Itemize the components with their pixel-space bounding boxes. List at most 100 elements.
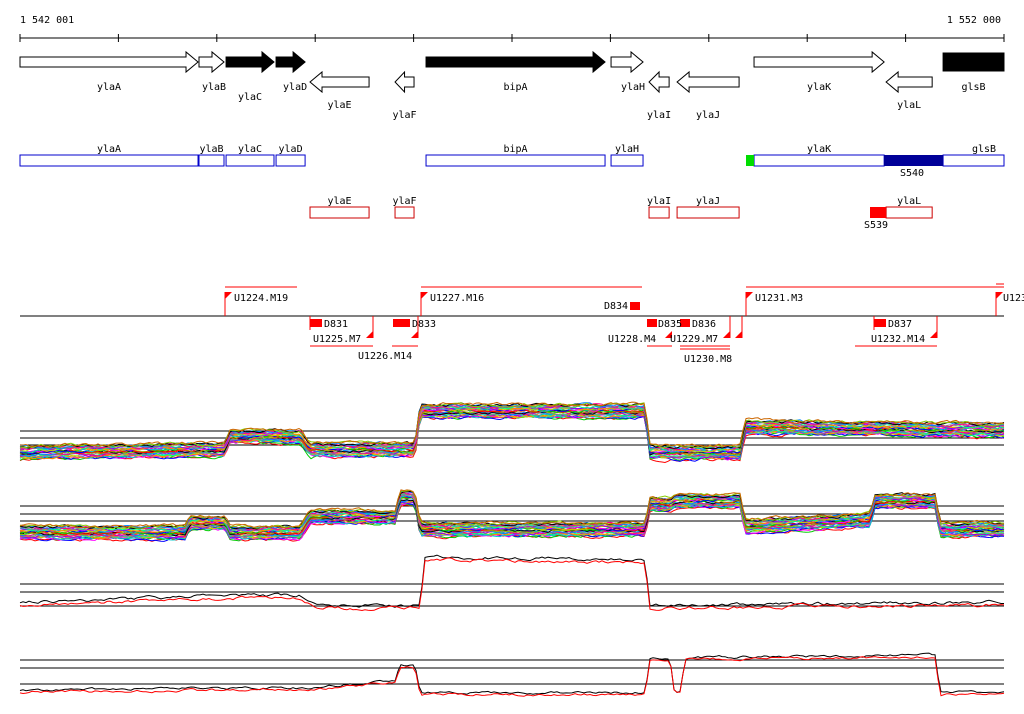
segment-d834[interactable]: D834 (604, 301, 628, 312)
segment-u123x[interactable]: U123 (1003, 293, 1024, 304)
gene-box-ylaJ[interactable] (676, 206, 740, 219)
gene-label: ylaD (283, 82, 307, 93)
expression-trace (19, 401, 1005, 448)
panel-3 (19, 554, 1005, 612)
s539-feature[interactable] (870, 207, 886, 218)
gene-box-ylaF[interactable] (394, 206, 415, 219)
segment-u1226[interactable]: U1226.M14 (358, 351, 412, 362)
gene-box-label: ylaE (327, 196, 351, 207)
gene-box-label: ylaK (807, 144, 831, 155)
gene-label: ylaJ (696, 110, 720, 121)
gene-box-label: ylaI (647, 196, 671, 207)
gene-label: ylaL (897, 100, 921, 111)
gene-box-ylaB[interactable] (198, 154, 225, 167)
gene-arrow-ylaC[interactable] (225, 50, 275, 74)
segment-u1231[interactable]: U1231.M3 (755, 293, 803, 304)
gene-box-label: ylaD (279, 144, 303, 155)
expression-trace (19, 408, 1005, 454)
gene-label: ylaE (327, 100, 351, 111)
gene-box-label: ylaA (97, 144, 121, 155)
expression-trace (19, 557, 1005, 612)
segment-labels: U1224.M19 U1227.M16 U1231.M3 U123 D834 D… (234, 293, 1024, 365)
expression-trace (19, 496, 1005, 536)
gene-label: ylaC (238, 92, 262, 103)
gene-label: ylaI (647, 110, 671, 121)
s540-label: S540 (900, 168, 924, 179)
segment-u1228[interactable]: U1228.M4 (608, 334, 656, 345)
s540-feature[interactable] (884, 155, 943, 166)
segment-d831[interactable]: D831 (324, 319, 348, 330)
segment-u1227[interactable]: U1227.M16 (430, 293, 484, 304)
panel-1 (19, 401, 1005, 464)
expression-trace (19, 554, 1004, 608)
segment-u1224[interactable]: U1224.M19 (234, 293, 288, 304)
expression-trace (19, 652, 1005, 695)
gene-box-label: ylaC (238, 144, 262, 155)
gene-arrow-ylaK[interactable] (753, 50, 885, 74)
expression-trace (19, 489, 1005, 530)
gene-label: ylaK (807, 82, 831, 93)
gene-box-label: ylaF (392, 196, 416, 207)
gene-box-ylaC[interactable] (225, 154, 275, 167)
expression-trace (19, 414, 1005, 462)
panel-2 (19, 489, 1005, 542)
gene-box-label: glsB (972, 144, 996, 155)
gene-box-ylaI[interactable] (648, 206, 670, 219)
gene-box-label: ylaJ (696, 196, 720, 207)
segment-u1230[interactable]: U1230.M8 (684, 354, 732, 365)
gene-box-glsB[interactable] (942, 154, 1005, 167)
segment-track (20, 283, 1004, 350)
gene-track: ylaA ylaB ylaC ylaD ylaE ylaF bipA ylaH ylaI ylaJ… (19, 50, 1005, 121)
gene-box-bipA[interactable] (425, 154, 606, 167)
gene-arrow-ylaL[interactable] (885, 70, 933, 94)
ruler-start-label: 1 542 001 (20, 15, 74, 26)
gene-box-track: ylaA ylaB ylaC ylaD ylaE ylaF bipA ylaH ylaI ylaJ… (19, 144, 1005, 219)
segment-d836[interactable]: D836 (692, 319, 716, 330)
expression-trace (19, 490, 1004, 530)
gene-box-label: ylaH (615, 144, 639, 155)
segment-d833[interactable]: D833 (412, 319, 436, 330)
gene-label: ylaF (392, 110, 416, 121)
gene-box-ylaA[interactable] (19, 154, 199, 167)
gene-label: ylaA (97, 82, 121, 93)
gene-box-ylaD[interactable] (275, 154, 306, 167)
gene-arrow-ylaI[interactable] (648, 70, 670, 94)
segment-markers (225, 292, 1003, 338)
expression-trace (19, 402, 1005, 450)
gene-arrow-ylaE[interactable] (309, 70, 370, 94)
expression-trace (19, 412, 1005, 459)
gene-box-label: ylaL (897, 196, 921, 207)
segment-u1232[interactable]: U1232.M14 (871, 334, 925, 345)
segment-d837[interactable]: D837 (888, 319, 912, 330)
s539-label: S539 (864, 220, 888, 231)
ruler: 1 542 001 1 552 000 (19, 15, 1005, 42)
ruler-end-label: 1 552 000 (947, 15, 1001, 26)
gene-arrow-ylaJ[interactable] (676, 70, 740, 94)
expression-trace (19, 656, 1005, 697)
gene-arrow-ylaB[interactable] (198, 50, 225, 74)
expression-trace (19, 489, 1005, 529)
gene-label: glsB (961, 82, 985, 93)
gene-label: ylaB (202, 82, 226, 93)
gene-label: ylaH (621, 82, 645, 93)
gene-box-ylaH[interactable] (610, 154, 644, 167)
segment-u1229[interactable]: U1229.M7 (670, 334, 718, 345)
segment-u1225[interactable]: U1225.M7 (313, 334, 361, 345)
gene-arrow-ylaD[interactable] (275, 50, 306, 74)
segment-d835[interactable]: D835 (658, 319, 682, 330)
gene-arrow-ylaA[interactable] (19, 50, 199, 74)
gene-arrow-ylaH[interactable] (610, 50, 644, 74)
green-feature[interactable] (746, 155, 754, 166)
panel-4 (19, 652, 1005, 697)
gene-box-ylaE[interactable] (309, 206, 370, 219)
expression-tracks (19, 401, 1005, 697)
gene-arrow-bipA[interactable] (425, 50, 606, 74)
gene-box-label: ylaB (199, 144, 223, 155)
gene-box-ylaK[interactable] (753, 154, 885, 167)
gene-box-ylaL[interactable] (885, 206, 933, 219)
gene-box-label: bipA (503, 144, 527, 155)
gene-label: bipA (503, 82, 527, 93)
gene-arrow-glsB[interactable] (942, 52, 1005, 72)
gene-arrow-ylaF[interactable] (394, 70, 415, 94)
